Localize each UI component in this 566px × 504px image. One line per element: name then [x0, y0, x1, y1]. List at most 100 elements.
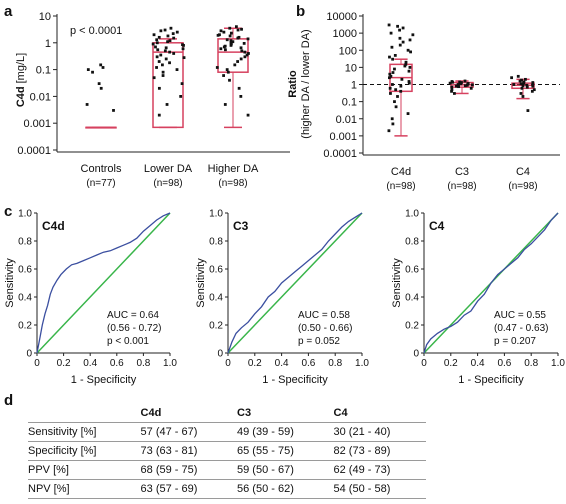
- data-point: [234, 25, 238, 29]
- data-point: [99, 63, 103, 67]
- data-point: [398, 43, 402, 47]
- data-point: [154, 45, 157, 49]
- data-point: [224, 48, 227, 52]
- data-point: [520, 86, 524, 90]
- data-point: [388, 55, 391, 59]
- data-point: [168, 61, 171, 65]
- roc-y-tick-label: 0.8: [405, 237, 419, 248]
- data-point: [518, 79, 522, 83]
- data-point: [391, 71, 395, 74]
- y-tick-label: 10: [345, 62, 357, 74]
- data-point: [179, 95, 183, 98]
- roc-p: p = 0.207: [494, 336, 536, 347]
- data-point: [101, 66, 105, 69]
- roc-p: p = 0.052: [298, 336, 340, 347]
- data-point: [171, 32, 175, 36]
- data-point: [388, 86, 392, 90]
- data-point: [448, 81, 452, 85]
- row-label: NPV [%]: [28, 479, 137, 499]
- y-tick-label: 0.01: [30, 91, 51, 103]
- panel-letter-b: b: [296, 3, 305, 20]
- data-point: [393, 100, 396, 104]
- data-point: [152, 76, 156, 80]
- data-point: [401, 40, 405, 44]
- y-tick-label: 0.1: [36, 65, 51, 77]
- data-point: [231, 40, 235, 44]
- data-point: [161, 70, 165, 74]
- row-label: Specificity [%]: [28, 441, 137, 461]
- roc-y-tick-label: 0: [217, 349, 223, 360]
- data-point: [391, 83, 394, 86]
- roc-plot-c3: 00 0.2 0.2 0.4 0.4 0.6 0.6 0.8 0.8 1.0 1.0 C3 AUC = …: [195, 209, 369, 387]
- roc-ylabel: Sensitivity: [391, 258, 403, 308]
- data-point: [166, 40, 169, 44]
- data-point: [157, 86, 161, 90]
- data-point: [242, 41, 246, 45]
- y-tick-label: 0.001: [23, 118, 51, 130]
- data-point: [155, 66, 158, 69]
- roc-y-tick-label: 1.0: [209, 209, 223, 220]
- roc-curve: [36, 212, 171, 354]
- data-point: [97, 82, 101, 86]
- data-point: [524, 77, 527, 81]
- data-point: [223, 103, 227, 106]
- data-point: [465, 83, 469, 87]
- roc-y-tick-label: 0.4: [209, 293, 223, 304]
- data-point: [159, 53, 163, 57]
- panel-letter-d: d: [4, 392, 14, 409]
- data-point: [406, 112, 410, 115]
- data-point: [388, 76, 391, 80]
- panel-b-boxes: [389, 58, 535, 137]
- data-point: [151, 42, 155, 46]
- data-point: [519, 82, 523, 86]
- panel-d-table: C4d C3 C4 Sensitivity [%] 57 (47 - 67) 4…: [28, 404, 426, 499]
- roc-title: C4d: [42, 219, 65, 233]
- roc-y-tick-label: 0.6: [209, 265, 223, 276]
- table-header-empty: [28, 404, 137, 423]
- data-point: [99, 86, 103, 90]
- data-point: [161, 74, 165, 77]
- roc-x-tick-label: 0.8: [328, 358, 342, 369]
- x-category-n: (n=98): [153, 178, 182, 189]
- data-point: [390, 45, 394, 49]
- data-point: [218, 33, 221, 37]
- data-point: [228, 34, 232, 38]
- y-tick-label: 0.1: [342, 97, 357, 109]
- data-point: [393, 67, 396, 71]
- data-point: [522, 81, 526, 85]
- roc-auc: AUC = 0.55: [494, 310, 546, 321]
- data-point: [407, 80, 411, 83]
- data-point: [389, 31, 393, 35]
- panel-letter-a: a: [4, 3, 13, 20]
- data-point: [229, 39, 233, 43]
- data-point: [163, 49, 167, 53]
- cell-c4: 30 (21 - 40): [329, 422, 426, 442]
- x-category-label: C3: [455, 166, 469, 178]
- table-header-c4: C4: [329, 404, 426, 423]
- table-row: PPV [%] 68 (59 - 75) 59 (50 - 67) 62 (49…: [28, 460, 426, 480]
- roc-title: C4: [429, 219, 445, 233]
- roc-plot-c4d: 00 0.2 0.2 0.4 0.4 0.6 0.6 0.8 0.8 1.0 1.0 C4d AUC =…: [4, 209, 177, 387]
- roc-y-tick-label: 1.0: [405, 209, 419, 220]
- data-point: [525, 85, 529, 89]
- roc-auc: AUC = 0.64: [107, 310, 159, 321]
- x-category-label: C4: [516, 166, 530, 178]
- data-point: [85, 103, 89, 106]
- data-point: [450, 89, 453, 93]
- data-point: [156, 48, 160, 52]
- data-point: [394, 88, 398, 92]
- cell-c3: 56 (50 - 62): [233, 479, 330, 499]
- row-label: Sensitivity [%]: [28, 422, 137, 442]
- x-category-n: (n=77): [86, 178, 115, 189]
- data-point: [387, 23, 391, 27]
- table-header-c3: C3: [233, 404, 330, 423]
- roc-y-tick-label: 0.6: [18, 265, 32, 276]
- x-category-label: Lower DA: [144, 163, 193, 175]
- y-tick-label: 1: [351, 80, 357, 92]
- data-point: [236, 36, 240, 40]
- data-point: [182, 43, 185, 47]
- data-point: [391, 57, 395, 61]
- data-point: [157, 113, 161, 117]
- roc-y-tick-label: 0.2: [209, 321, 223, 332]
- roc-x-tick-label: 0.2: [444, 358, 458, 369]
